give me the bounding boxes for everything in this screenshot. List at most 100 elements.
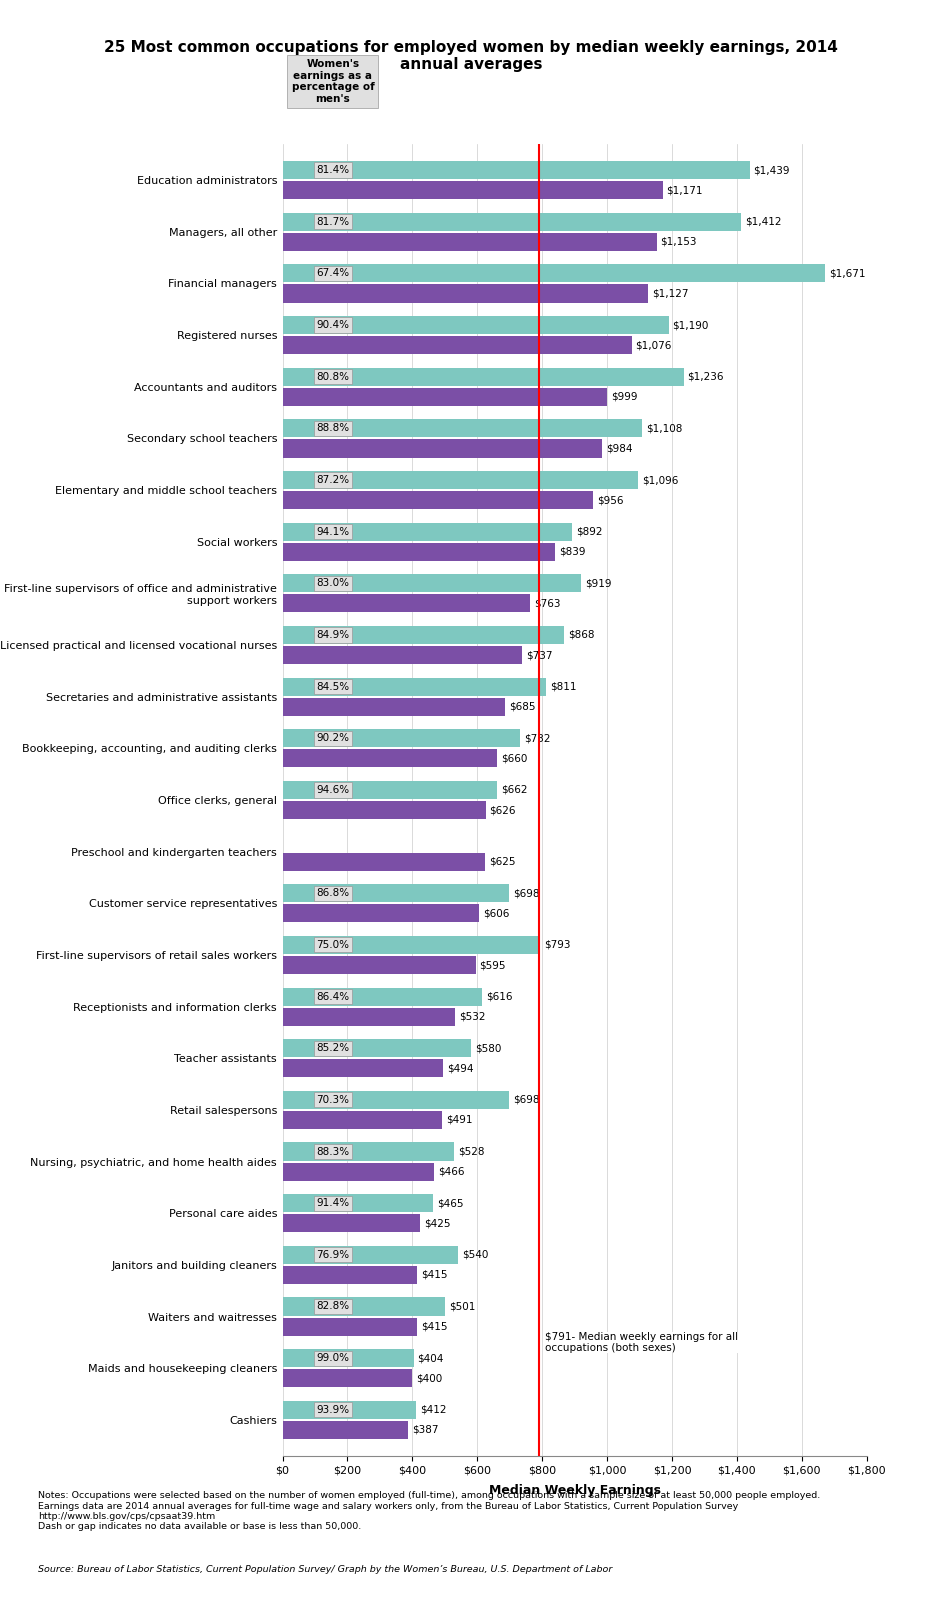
- Bar: [283, 523, 572, 541]
- Text: 76.9%: 76.9%: [317, 1250, 349, 1259]
- Text: $501: $501: [449, 1301, 476, 1312]
- Bar: [283, 419, 642, 437]
- Text: $387: $387: [412, 1426, 439, 1435]
- Text: $415: $415: [421, 1322, 447, 1331]
- Text: $491: $491: [446, 1115, 472, 1125]
- Text: $698: $698: [513, 1094, 540, 1106]
- Text: 90.4%: 90.4%: [317, 320, 349, 330]
- Text: $625: $625: [489, 856, 516, 867]
- Text: $793: $793: [544, 939, 570, 950]
- Text: $956: $956: [596, 494, 624, 506]
- Bar: [283, 1163, 434, 1181]
- Bar: [283, 802, 486, 819]
- Text: $1,412: $1,412: [744, 216, 781, 227]
- Bar: [283, 646, 522, 664]
- Text: $732: $732: [524, 733, 550, 744]
- Text: $737: $737: [526, 650, 552, 661]
- Bar: [283, 542, 555, 562]
- Bar: [283, 440, 602, 458]
- Text: $811: $811: [549, 682, 577, 691]
- Bar: [283, 1008, 455, 1026]
- Text: 88.3%: 88.3%: [317, 1147, 349, 1157]
- Text: $465: $465: [437, 1198, 463, 1208]
- Bar: [283, 1110, 442, 1130]
- Text: 25 Most common occupations for employed women by median weekly earnings, 2014
an: 25 Most common occupations for employed …: [104, 40, 838, 72]
- Bar: [283, 1038, 471, 1058]
- Bar: [283, 1266, 417, 1283]
- Text: $616: $616: [486, 992, 512, 1002]
- Text: 67.4%: 67.4%: [317, 269, 349, 278]
- Text: 94.1%: 94.1%: [317, 526, 349, 536]
- Bar: [283, 234, 657, 251]
- Bar: [283, 730, 520, 747]
- Bar: [283, 1400, 416, 1419]
- Bar: [283, 1298, 446, 1315]
- Bar: [283, 853, 485, 870]
- Text: $1,108: $1,108: [646, 424, 682, 434]
- Bar: [283, 1214, 420, 1232]
- Bar: [283, 574, 581, 592]
- Text: $400: $400: [416, 1373, 443, 1384]
- Text: $1,439: $1,439: [754, 165, 790, 174]
- Bar: [283, 285, 648, 302]
- Text: 84.9%: 84.9%: [317, 630, 349, 640]
- Bar: [283, 181, 662, 200]
- Text: Notes: Occupations were selected based on the number of women employed (full-tim: Notes: Occupations were selected based o…: [38, 1491, 820, 1531]
- Bar: [283, 1421, 408, 1438]
- Bar: [283, 368, 684, 386]
- Bar: [283, 936, 540, 954]
- Text: $1,190: $1,190: [673, 320, 709, 330]
- Text: $1,153: $1,153: [660, 237, 697, 246]
- Bar: [283, 677, 545, 696]
- Bar: [283, 264, 825, 283]
- Bar: [283, 904, 479, 923]
- Bar: [283, 1349, 414, 1366]
- Bar: [283, 387, 607, 406]
- Text: 80.8%: 80.8%: [317, 371, 349, 382]
- Text: $494: $494: [447, 1064, 473, 1074]
- Text: 83.0%: 83.0%: [317, 578, 349, 589]
- Bar: [283, 987, 482, 1005]
- Text: $540: $540: [462, 1250, 488, 1259]
- Text: 88.8%: 88.8%: [317, 424, 349, 434]
- Bar: [283, 595, 530, 613]
- Bar: [283, 213, 740, 230]
- Text: 81.4%: 81.4%: [317, 165, 349, 174]
- Text: 82.8%: 82.8%: [317, 1301, 349, 1312]
- Text: $1,671: $1,671: [829, 269, 865, 278]
- Text: $763: $763: [534, 598, 560, 608]
- Text: $1,236: $1,236: [688, 371, 724, 382]
- Text: $580: $580: [475, 1043, 501, 1053]
- Text: $1,127: $1,127: [652, 288, 689, 299]
- Bar: [283, 1370, 413, 1387]
- Text: $868: $868: [568, 630, 594, 640]
- Text: 75.0%: 75.0%: [317, 939, 349, 950]
- X-axis label: Median Weekly Earnings: Median Weekly Earnings: [489, 1485, 660, 1498]
- Text: $466: $466: [438, 1166, 464, 1176]
- Bar: [283, 698, 505, 715]
- Text: 87.2%: 87.2%: [317, 475, 349, 485]
- Text: $425: $425: [425, 1218, 451, 1229]
- Text: $1,076: $1,076: [636, 341, 672, 350]
- Text: $626: $626: [490, 805, 516, 814]
- Bar: [283, 336, 632, 354]
- Bar: [283, 1142, 454, 1160]
- Text: $606: $606: [483, 909, 510, 918]
- Text: $662: $662: [501, 786, 528, 795]
- Text: $685: $685: [509, 702, 535, 712]
- Text: 94.6%: 94.6%: [317, 786, 349, 795]
- Bar: [283, 1317, 417, 1336]
- Bar: [283, 317, 669, 334]
- Bar: [283, 955, 476, 974]
- Text: $595: $595: [479, 960, 506, 970]
- Text: $919: $919: [585, 578, 611, 589]
- Bar: [283, 491, 593, 509]
- Bar: [283, 749, 496, 768]
- Text: Women's
earnings as a
percentage of
men's: Women's earnings as a percentage of men'…: [291, 59, 374, 104]
- Text: $1,096: $1,096: [642, 475, 678, 485]
- Text: $412: $412: [420, 1405, 447, 1414]
- Text: Source: Bureau of Labor Statistics, Current Population Survey/ Graph by the Wome: Source: Bureau of Labor Statistics, Curr…: [38, 1565, 612, 1574]
- Text: $839: $839: [559, 547, 585, 557]
- Text: $415: $415: [421, 1270, 447, 1280]
- Bar: [283, 626, 564, 645]
